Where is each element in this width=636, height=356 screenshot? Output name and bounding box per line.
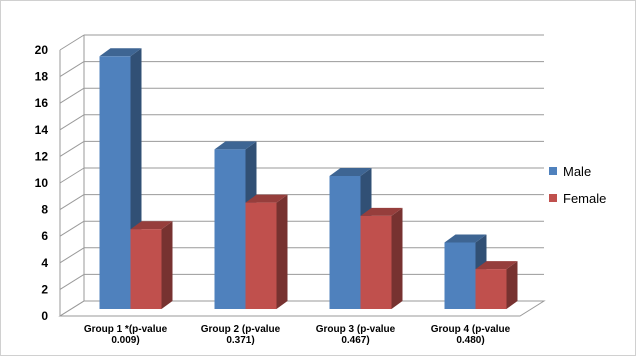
y-tick-label: 4 bbox=[41, 256, 48, 270]
bar-side-female bbox=[391, 207, 403, 309]
gridline-depth bbox=[59, 114, 85, 131]
bar-top-male bbox=[329, 168, 372, 176]
bar-side-female bbox=[161, 221, 173, 309]
bar-top-female bbox=[475, 261, 518, 270]
chart-floor bbox=[58, 300, 546, 317]
legend-label-male: Male bbox=[563, 164, 591, 179]
y-tick-label: 10 bbox=[35, 176, 49, 190]
bar-female bbox=[245, 202, 277, 309]
x-tick-label: Group 1 *(p-value bbox=[84, 324, 168, 335]
bar-male bbox=[214, 149, 246, 309]
legend-swatch-male bbox=[549, 167, 557, 175]
bar-top-male bbox=[214, 141, 257, 150]
bar-male bbox=[444, 242, 476, 309]
bar-female bbox=[360, 215, 392, 309]
y-tick-label: 14 bbox=[35, 123, 49, 137]
bar-top-male bbox=[99, 48, 142, 57]
x-tick-label: Group 3 (p-value bbox=[316, 324, 396, 335]
x-tick-label: Group 2 (p-value bbox=[201, 324, 281, 335]
bar-side-female bbox=[276, 194, 288, 309]
bar-female bbox=[475, 269, 507, 309]
y-tick-label: 12 bbox=[35, 149, 49, 163]
gridline-depth bbox=[59, 140, 85, 157]
y-tick-label: 16 bbox=[35, 96, 49, 110]
y-tick-label: 0 bbox=[41, 309, 48, 323]
bar-female bbox=[130, 229, 162, 309]
y-tick-label: 8 bbox=[41, 203, 48, 217]
gridline-depth bbox=[59, 34, 85, 51]
gridline-depth bbox=[59, 61, 85, 78]
y-tick-label: 2 bbox=[41, 282, 48, 296]
x-tick-label: 0.467) bbox=[341, 335, 369, 346]
gridline-depth bbox=[59, 273, 85, 290]
legend-swatch-female bbox=[549, 194, 557, 202]
gridline-depth bbox=[59, 247, 85, 264]
bar-side-female bbox=[506, 261, 518, 309]
bar-top-female bbox=[245, 194, 288, 203]
y-tick-label: 6 bbox=[41, 229, 48, 243]
gridline-depth bbox=[59, 194, 85, 211]
x-tick-label: 0.371) bbox=[226, 335, 254, 346]
x-tick-label: 0.480) bbox=[456, 335, 484, 346]
gridline-depth bbox=[59, 167, 85, 184]
bar-top-female bbox=[360, 207, 403, 216]
bar-top-male bbox=[444, 234, 487, 243]
y-tick-label: 20 bbox=[35, 43, 49, 57]
bar-male bbox=[329, 176, 361, 309]
bar-male bbox=[99, 56, 131, 309]
gridline-depth bbox=[59, 220, 85, 237]
legend-label-female: Female bbox=[563, 191, 606, 206]
x-tick-label: Group 4 (p-value bbox=[431, 324, 511, 335]
gridline-depth bbox=[59, 87, 85, 104]
y-tick-label: 18 bbox=[35, 70, 49, 84]
x-tick-label: 0.009) bbox=[111, 335, 139, 346]
bar-top-female bbox=[130, 221, 173, 230]
